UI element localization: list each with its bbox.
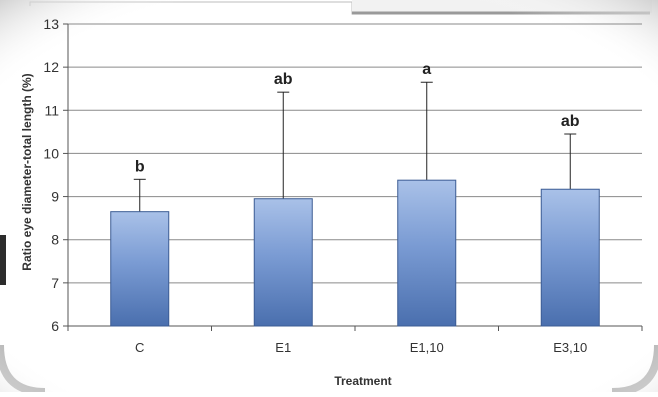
y-tick-label: 11 <box>44 102 59 118</box>
bars <box>110 81 600 327</box>
y-tick-label: 12 <box>43 59 59 75</box>
x-tick-label: E1,10 <box>410 340 444 355</box>
bar-e3-10 <box>540 188 600 327</box>
y-tick-label: 10 <box>43 145 59 161</box>
frame-left-edge <box>0 235 6 285</box>
y-tick-label: 8 <box>51 232 59 248</box>
significance-label: b <box>135 158 145 175</box>
labels: 6 7 8 9 10 11 12 13 Cb E1 ab E1,10 a E3,10 ab <box>43 16 587 355</box>
y-tick-label: 7 <box>51 275 59 291</box>
significance-label: a <box>422 61 431 78</box>
significance-label: ab <box>274 71 293 88</box>
x-tick-label: E3,10 <box>553 340 587 355</box>
x-tick-label: E1 <box>275 340 291 355</box>
y-tick-label: 13 <box>43 16 59 32</box>
y-axis-label: Ratio eye diameter-total length (%) <box>20 73 34 270</box>
significance-label: ab <box>561 113 580 130</box>
bar-e1-10 <box>397 179 457 327</box>
bar-e1 <box>253 198 313 327</box>
bar-c <box>110 211 170 327</box>
x-axis-label: Treatment <box>334 374 391 388</box>
y-tick-label: 6 <box>51 318 59 334</box>
y-tick-label: 9 <box>51 189 59 205</box>
x-tick-label: C <box>135 340 144 355</box>
